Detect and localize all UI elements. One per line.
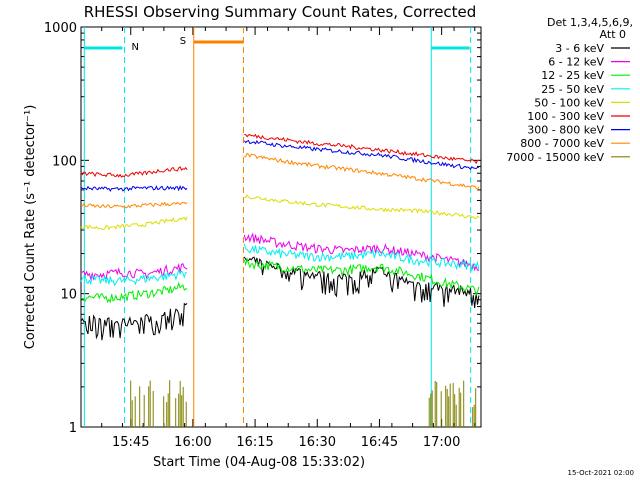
- y-tick-label: 10: [60, 288, 77, 303]
- series-trace: [80, 262, 188, 281]
- saa-marker-label: S: [180, 36, 186, 47]
- x-tick-label: 15:45: [112, 435, 149, 450]
- series-trace: [244, 133, 479, 165]
- legend-label: 7000 - 15000 keV: [506, 151, 604, 164]
- x-tick-label: 16:45: [361, 435, 398, 450]
- series-trace: [80, 201, 188, 209]
- event-markers: [83, 27, 472, 427]
- y-axis-label: Corrected Count Rate (s⁻¹ detector⁻¹): [23, 105, 38, 350]
- series-50-100-kev: [80, 194, 480, 231]
- legend-label: 300 - 800 keV: [527, 124, 604, 137]
- legend-label: 3 - 6 keV: [555, 42, 604, 55]
- series-layer: [80, 133, 480, 427]
- y-tick-label: 1: [69, 421, 77, 436]
- series-300-800-kev: [80, 139, 479, 193]
- series-3-6-kev: [80, 256, 480, 341]
- legend-label: 100 - 300 keV: [527, 110, 604, 123]
- series-trace: [80, 268, 188, 287]
- x-tick-label: 16:30: [299, 435, 336, 450]
- series-trace: [80, 166, 188, 178]
- footer-date: 15-Oct-2021 02:00: [568, 469, 634, 477]
- legend-label: 6 - 12 keV: [548, 56, 604, 69]
- chart-title: RHESSI Observing Summary Count Rates, Co…: [84, 3, 477, 21]
- series-trace: [80, 302, 188, 341]
- series-800-7000-kev: [80, 152, 480, 209]
- series-100-300-kev: [80, 133, 479, 178]
- series-trace: [80, 216, 188, 231]
- x-tick-labels: 15:45 16:00 16:15 16:30 16:45 17:00: [112, 435, 460, 450]
- legend-header-line-2: Att 0: [600, 28, 626, 41]
- x-tick-label: 17:00: [423, 435, 460, 450]
- y-tick-labels: 1 10 100 1000: [44, 21, 77, 436]
- night-marker-label: N: [132, 42, 139, 53]
- x-axis-label: Start Time (04-Aug-08 15:33:02): [153, 455, 365, 470]
- series-trace: [243, 139, 479, 171]
- x-tick-label: 16:15: [236, 435, 273, 450]
- legend-label: 12 - 25 keV: [541, 69, 604, 82]
- y-tick-label: 1000: [44, 21, 77, 36]
- legend-label: 800 - 7000 keV: [520, 137, 604, 150]
- legend-label: 50 - 100 keV: [534, 96, 604, 109]
- series-trace: [244, 194, 480, 220]
- series-12-25-kev: [80, 256, 480, 304]
- series-trace: [80, 185, 188, 193]
- y-tick-label: 100: [52, 154, 77, 169]
- series-trace: [244, 152, 480, 191]
- series-trace: [80, 281, 188, 304]
- axis-ticks: [80, 27, 481, 428]
- series-spikes: [428, 380, 477, 427]
- legend-header-line-1: Det 1,3,4,5,6,9,: [547, 16, 633, 29]
- series-trace: [243, 256, 480, 297]
- series-25-50-kev: [80, 243, 480, 287]
- legend-label: 25 - 50 keV: [541, 83, 604, 96]
- x-tick-label: 16:00: [174, 435, 211, 450]
- series-7000-15000-kev: [130, 380, 477, 427]
- series-spikes: [130, 380, 187, 427]
- series-trace: [243, 243, 480, 273]
